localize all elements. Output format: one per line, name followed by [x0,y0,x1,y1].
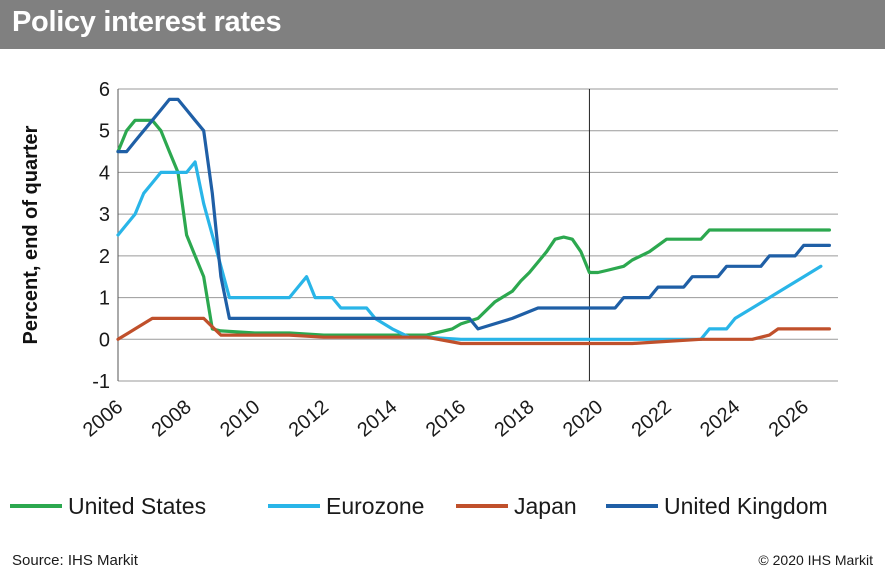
y-tick-label: 1 [99,288,110,310]
legend-item-united-states: United States [10,488,206,524]
legend-swatch-united-kingdom [606,504,658,508]
x-tick-label: 2018 [490,396,538,441]
x-tick-label: 2024 [696,396,744,441]
x-tick-label: 2026 [765,396,813,441]
x-tick-label: 2014 [353,396,401,441]
y-tick-label: 5 [99,121,110,143]
legend-swatch-united-states [10,504,62,508]
legend-item-united-kingdom: United Kingdom [606,488,828,524]
x-tick-label: 2006 [79,396,127,441]
y-tick-label: 4 [99,162,110,184]
x-tick-label: 2020 [559,396,607,441]
title-bar: Policy interest rates [0,0,885,49]
legend-label-japan: Japan [514,492,577,519]
chart-title: Policy interest rates [12,6,282,38]
legend-swatch-eurozone [268,504,320,508]
y-tick-label: -1 [92,371,110,393]
series-line-united-kingdom [116,97,831,331]
legend-item-japan: Japan [456,488,577,524]
legend-item-eurozone: Eurozone [268,488,424,524]
y-tick-label: 2 [99,246,110,268]
y-tick-label: 3 [99,204,110,226]
source-note: Source: IHS Markit [12,552,138,569]
x-tick-label: 2008 [148,396,196,441]
legend: United States Eurozone Japan United King… [10,488,880,524]
x-tick-label: 2012 [285,396,333,441]
y-tick-label: 0 [99,329,110,351]
x-tick-label: 2010 [216,396,264,441]
legend-swatch-japan [456,504,508,508]
legend-label-united-kingdom: United Kingdom [664,492,828,519]
legend-label-eurozone: Eurozone [326,492,425,519]
series-line-eurozone [116,160,823,341]
x-tick-label: 2016 [422,396,470,441]
series-line-united-states [116,118,831,337]
series-line-japan [116,316,831,346]
legend-label-united-states: United States [68,492,207,519]
y-tick-label: 6 [99,79,110,101]
copyright-note: © 2020 IHS Markit [758,552,873,568]
x-tick-label: 2022 [628,396,676,441]
y-axis-label: Percent, end of quarter [20,125,42,344]
line-chart: -1 0 1 2 3 4 5 6 Percent, end of quarter 2006 2008… [20,79,838,441]
